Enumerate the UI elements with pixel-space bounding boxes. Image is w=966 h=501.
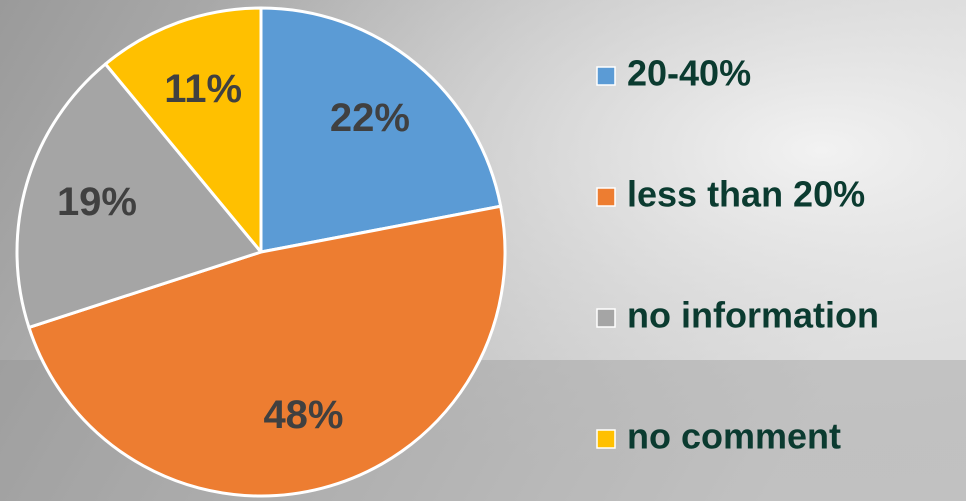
legend-label: no information [627,295,879,336]
data-label: 19% [57,180,137,224]
legend: 20-40% less than 20% no information no comm… [596,53,879,457]
data-label: 11% [164,67,242,111]
legend-marker [596,429,616,449]
pie-slice [103,6,263,254]
legend-label: 20-40% [627,53,751,94]
pie: 22% 48% 19% 11% [15,6,507,498]
pie-slice [259,6,503,254]
data-label: 48% [263,393,343,437]
legend-label: less than 20% [627,174,865,215]
legend-marker [596,66,616,86]
data-label: 22% [330,96,410,140]
legend-label: no comment [627,416,841,457]
legend-marker [596,308,616,328]
pie-slice [27,204,507,498]
pie-slice [15,62,263,329]
legend-marker [596,187,616,207]
